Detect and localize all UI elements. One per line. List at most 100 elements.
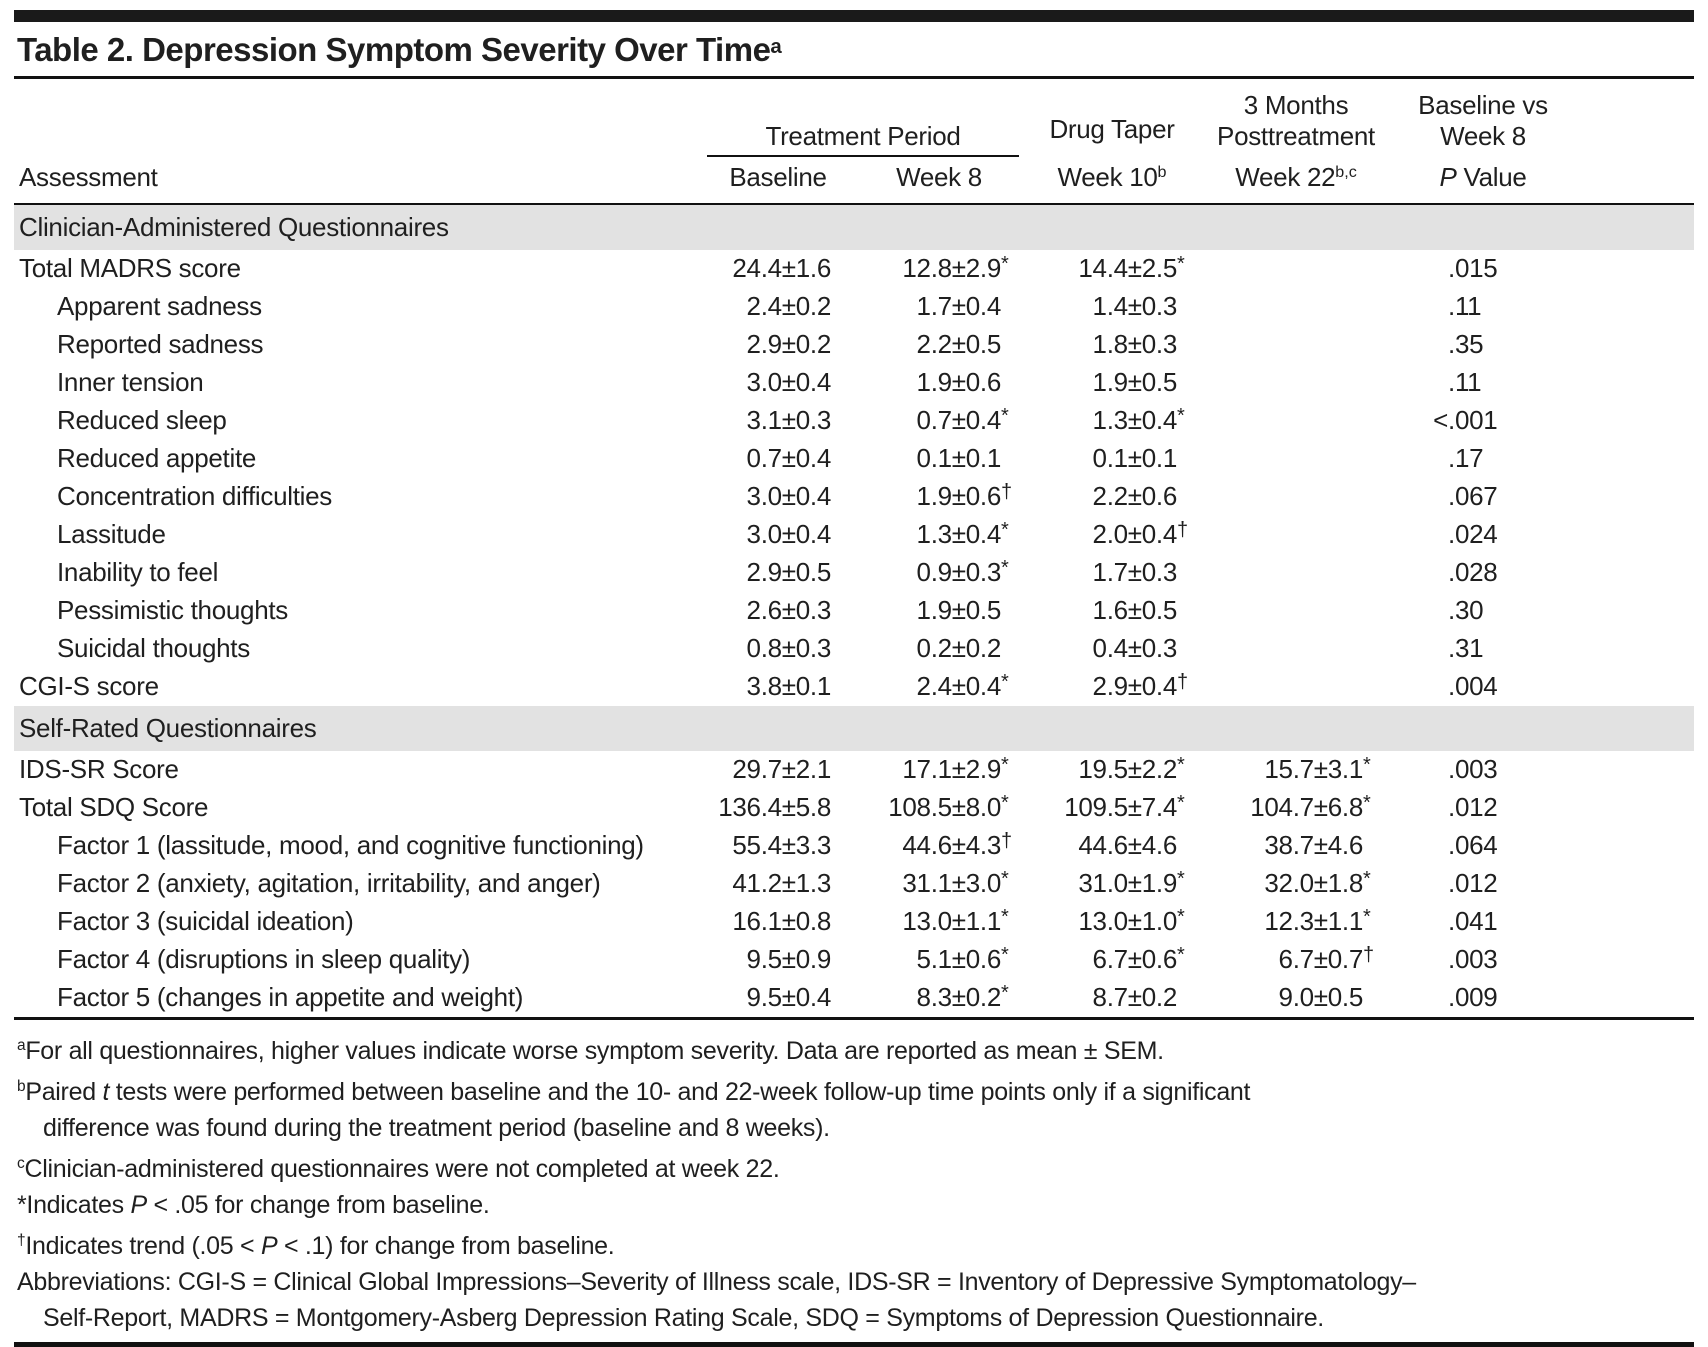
assessment-label: Inability to feel bbox=[57, 557, 219, 587]
cell-week22: 32.0±1.8* bbox=[1264, 868, 1371, 898]
cell-pvalue: .009 bbox=[1448, 982, 1498, 1012]
cell-week22 bbox=[1200, 478, 1392, 516]
cell-week10: 109.5±7.4* bbox=[1064, 792, 1185, 822]
header-group-row: Treatment Period Drug Taper 3 Months Post… bbox=[14, 79, 1694, 157]
column-header-baseline-vs-week8: Baseline vs Week 8 bbox=[1418, 89, 1548, 151]
cell-baseline: 2.9±0.5 bbox=[746, 557, 832, 587]
column-header-posttreatment: 3 Months Posttreatment bbox=[1217, 89, 1375, 151]
cell-week22 bbox=[1200, 554, 1392, 592]
cell-baseline: 24.4±1.6 bbox=[732, 253, 831, 283]
table-row: Factor 3 (suicidal ideation) 16.1±0.8 13.0… bbox=[14, 903, 1694, 941]
table-row: Factor 5 (changes in appetite and weight… bbox=[14, 979, 1694, 1017]
cell-week8: 12.8±2.9* bbox=[902, 253, 1009, 283]
cell-baseline: 3.0±0.4 bbox=[746, 481, 832, 511]
table-row: IDS-SR Score 29.7±2.1 17.1±2.9* 19.5±2.2* 15… bbox=[14, 751, 1694, 789]
footnote-dagger: †Indicates trend (.05 < P < .1) for chan… bbox=[17, 1232, 615, 1260]
column-header-pvalue: P Value bbox=[1392, 156, 1695, 205]
assessment-label: Inner tension bbox=[57, 367, 204, 397]
cell-week8: 0.9±0.3* bbox=[916, 557, 1009, 587]
cell-week8: 2.2±0.5 bbox=[916, 329, 1002, 359]
cell-week10: 31.0±1.9* bbox=[1078, 868, 1185, 898]
cell-week8: 1.9±0.5 bbox=[916, 595, 1002, 625]
table-row: Reduced appetite 0.7±0.4 0.1±0.1 0.1±0.1 .17 bbox=[14, 440, 1694, 478]
cell-pvalue: .35 bbox=[1448, 329, 1484, 359]
column-header-drug-taper: Drug Taper bbox=[1049, 113, 1175, 144]
cell-pvalue: .003 bbox=[1448, 754, 1498, 784]
cell-week8: 0.2±0.2 bbox=[916, 633, 1002, 663]
assessment-label: Lassitude bbox=[57, 519, 166, 549]
table-row: Inability to feel 2.9±0.5 0.9±0.3* 1.7±0.3.… bbox=[14, 554, 1694, 592]
cell-baseline: 3.0±0.4 bbox=[746, 367, 832, 397]
page-title: Table 2. Depression Symptom Severity Ove… bbox=[14, 22, 1694, 76]
cell-pvalue: .012 bbox=[1448, 792, 1498, 822]
cell-week8: 0.7±0.4* bbox=[916, 405, 1009, 435]
assessment-label: Reduced sleep bbox=[57, 405, 227, 435]
cell-week8: 1.9±0.6† bbox=[916, 481, 1013, 511]
cell-week22: 12.3±1.1* bbox=[1264, 906, 1371, 936]
cell-pvalue: .024 bbox=[1448, 519, 1498, 549]
footnote-b-continuation: difference was found during the treatmen… bbox=[43, 1114, 830, 1142]
cell-week22 bbox=[1200, 440, 1392, 478]
column-header-assessment: Assessment bbox=[14, 156, 702, 205]
footnote-abbreviations: Abbreviations: CGI-S = Clinical Global I… bbox=[17, 1268, 1416, 1296]
table-row: CGI-S score 3.8±0.1 2.4±0.4* 2.9±0.4† .004 bbox=[14, 668, 1694, 706]
cell-week22 bbox=[1200, 250, 1392, 288]
table-row: Factor 4 (disruptions in sleep quality) 9… bbox=[14, 941, 1694, 979]
cell-pvalue: .028 bbox=[1448, 557, 1498, 587]
column-header-baseline: Baseline bbox=[702, 156, 854, 205]
cell-week22 bbox=[1200, 364, 1392, 402]
title-footnote-marker: a bbox=[770, 35, 782, 58]
cell-pvalue: .11 bbox=[1448, 367, 1482, 397]
cell-week10: 1.9±0.5 bbox=[1092, 367, 1178, 397]
cell-week8: 31.1±3.0* bbox=[902, 868, 1009, 898]
cell-week8: 17.1±2.9* bbox=[902, 754, 1009, 784]
cell-baseline: 2.4±0.2 bbox=[746, 291, 832, 321]
cell-week22: 38.7±4.6 bbox=[1264, 830, 1364, 860]
cell-baseline: 41.2±1.3 bbox=[732, 868, 831, 898]
cell-week10: 19.5±2.2* bbox=[1078, 754, 1185, 784]
assessment-label: Reported sadness bbox=[57, 329, 264, 359]
assessment-label: Factor 1 (lassitude, mood, and cognitive… bbox=[57, 830, 644, 860]
cell-week10: 2.9±0.4† bbox=[1092, 671, 1189, 701]
title-rule bbox=[14, 76, 1694, 79]
cell-week10: 44.6±4.6 bbox=[1078, 830, 1178, 860]
table-row: Pessimistic thoughts 2.6±0.3 1.9±0.5 1.6±0.… bbox=[14, 592, 1694, 630]
table-row: Total MADRS score 24.4±1.6 12.8±2.9* 14.4±2… bbox=[14, 250, 1694, 288]
cell-week22: 15.7±3.1* bbox=[1264, 754, 1371, 784]
cell-baseline: 3.8±0.1 bbox=[746, 671, 832, 701]
table-row: Inner tension 3.0±0.4 1.9±0.6 1.9±0.5 .11 bbox=[14, 364, 1694, 402]
footnotes: aFor all questionnaires, higher values i… bbox=[14, 1020, 1694, 1336]
title-text: Table 2. Depression Symptom Severity Ove… bbox=[17, 31, 771, 68]
assessment-label: Factor 4 (disruptions in sleep quality) bbox=[57, 944, 471, 974]
assessment-label: Pessimistic thoughts bbox=[57, 595, 288, 625]
cell-baseline: 29.7±2.1 bbox=[732, 754, 831, 784]
cell-week22 bbox=[1200, 630, 1392, 668]
table-row: Apparent sadness 2.4±0.2 1.7±0.4 1.4±0.3 .11 bbox=[14, 288, 1694, 326]
cell-baseline: 2.6±0.3 bbox=[746, 595, 832, 625]
cell-week22 bbox=[1200, 592, 1392, 630]
assessment-label: IDS-SR Score bbox=[19, 754, 179, 784]
header-spacer bbox=[14, 79, 702, 157]
table-row: Total SDQ Score 136.4±5.8 108.5±8.0* 109.5±… bbox=[14, 789, 1694, 827]
column-header-week22: Week 22b,c bbox=[1200, 156, 1393, 205]
cell-pvalue: .31 bbox=[1448, 633, 1484, 663]
footnote-asterisk: *Indicates P < .05 for change from basel… bbox=[17, 1191, 490, 1219]
assessment-label: Factor 2 (anxiety, agitation, irritabili… bbox=[57, 868, 601, 898]
cell-week22: 6.7±0.7† bbox=[1278, 944, 1375, 974]
top-bar bbox=[14, 10, 1694, 22]
cell-week22 bbox=[1200, 402, 1392, 440]
cell-week10: 1.7±0.3 bbox=[1092, 557, 1178, 587]
table-row: Reported sadness 2.9±0.2 2.2±0.5 1.8±0.3 .35 bbox=[14, 326, 1694, 364]
cell-baseline: 9.5±0.9 bbox=[746, 944, 832, 974]
assessment-label: CGI-S score bbox=[19, 671, 159, 701]
cell-week8: 1.7±0.4 bbox=[916, 291, 1002, 321]
cell-week8: 1.3±0.4* bbox=[916, 519, 1009, 549]
cell-week22 bbox=[1200, 326, 1392, 364]
cell-week10: 2.0±0.4† bbox=[1092, 519, 1189, 549]
cell-week8: 5.1±0.6* bbox=[916, 944, 1009, 974]
treatment-period-label: Treatment Period bbox=[707, 121, 1020, 157]
cell-week22 bbox=[1200, 288, 1392, 326]
cell-baseline: 3.1±0.3 bbox=[746, 405, 832, 435]
cell-week8: 8.3±0.2* bbox=[916, 982, 1009, 1012]
